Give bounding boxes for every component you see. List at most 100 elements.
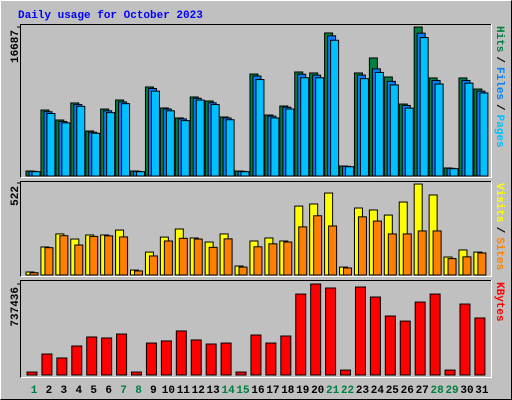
bar [402, 233, 412, 276]
x-tick-label: 8 [135, 385, 142, 397]
bar [56, 357, 68, 376]
x-tick-label: 30 [460, 385, 473, 397]
panel-edge-light [20, 24, 492, 178]
bar [61, 122, 71, 177]
legend: Visits / Sites [493, 183, 505, 270]
bar [268, 243, 278, 276]
bar [414, 301, 426, 376]
bar [265, 342, 277, 376]
bar [255, 79, 265, 177]
bar [240, 171, 250, 177]
x-tick-label: 26 [401, 385, 414, 397]
legend-entry: Files [493, 67, 505, 100]
bar [404, 107, 414, 177]
x-tick-label: 27 [416, 385, 429, 397]
x-tick-label: 19 [296, 385, 309, 397]
bar [372, 220, 382, 276]
bar [89, 235, 99, 276]
bar [444, 369, 456, 376]
bar [285, 108, 295, 177]
x-tick-label: 6 [105, 385, 112, 397]
bar [479, 92, 489, 177]
bar [250, 334, 262, 376]
bar [298, 226, 308, 276]
bar [131, 371, 143, 376]
bar [71, 345, 83, 376]
legend-entry: Pages [493, 115, 505, 148]
x-tick-label: 17 [266, 385, 279, 397]
bar [208, 246, 218, 276]
bar [210, 104, 220, 177]
bar [121, 103, 131, 177]
bar [295, 293, 307, 376]
bar [31, 171, 41, 177]
bar [369, 296, 381, 376]
bar [178, 237, 188, 276]
x-tick-label: 18 [281, 385, 295, 397]
bar [175, 330, 187, 376]
bar [136, 171, 146, 177]
bar [345, 166, 355, 177]
bar [419, 37, 429, 177]
bar [447, 258, 457, 276]
bar [46, 112, 56, 177]
bar [449, 168, 459, 177]
panel-edge-dark [20, 24, 492, 178]
bar [91, 132, 101, 177]
x-tick-label: 28 [431, 385, 445, 397]
bar [384, 315, 396, 376]
bar [389, 84, 399, 177]
x-tick-label: 4 [75, 385, 82, 397]
bar [190, 339, 202, 376]
panel-edge-dark [20, 280, 492, 378]
bar [44, 247, 54, 276]
bar [195, 99, 205, 177]
bar [104, 235, 114, 276]
bar [300, 77, 310, 177]
bar [253, 246, 263, 276]
bar [26, 371, 38, 376]
legend-separator: / [493, 104, 505, 111]
bar [145, 342, 157, 376]
x-tick-label: 25 [386, 385, 400, 397]
legend-separator: / [493, 56, 505, 63]
chart-title: Daily usage for October 2023 [18, 10, 203, 22]
x-tick-label: 22 [341, 385, 354, 397]
x-tick-label: 23 [356, 385, 370, 397]
bar [315, 77, 325, 177]
bar [41, 353, 53, 376]
bar [180, 120, 190, 177]
x-tick-label: 29 [445, 385, 458, 397]
x-tick-label: 10 [162, 385, 175, 397]
bar [74, 244, 84, 276]
legend-entry: Hits [493, 26, 505, 52]
legend-entry: Sites [493, 237, 505, 270]
bar [29, 272, 39, 276]
bar [462, 256, 472, 276]
bar [134, 270, 144, 276]
x-tick-label: 16 [251, 385, 264, 397]
x-tick-label: 14 [221, 385, 235, 397]
bar [160, 340, 172, 376]
bar [325, 287, 337, 376]
panel-edge-light [20, 280, 492, 378]
bar [340, 369, 352, 376]
bar [313, 215, 323, 276]
bar [150, 90, 160, 177]
panel-edge-dark [20, 181, 492, 277]
legend: Hits / Files / Pages [493, 26, 505, 148]
x-tick-label: 24 [371, 385, 385, 397]
bar [464, 82, 474, 177]
bar [101, 337, 113, 376]
y-tick-label: 16687 [10, 30, 22, 63]
x-tick-label: 7 [120, 385, 127, 397]
bar [330, 39, 340, 177]
bar [193, 238, 203, 276]
bar [429, 293, 441, 376]
x-tick-label: 20 [311, 385, 324, 397]
x-tick-label: 11 [177, 385, 191, 397]
x-tick-label: 12 [192, 385, 205, 397]
